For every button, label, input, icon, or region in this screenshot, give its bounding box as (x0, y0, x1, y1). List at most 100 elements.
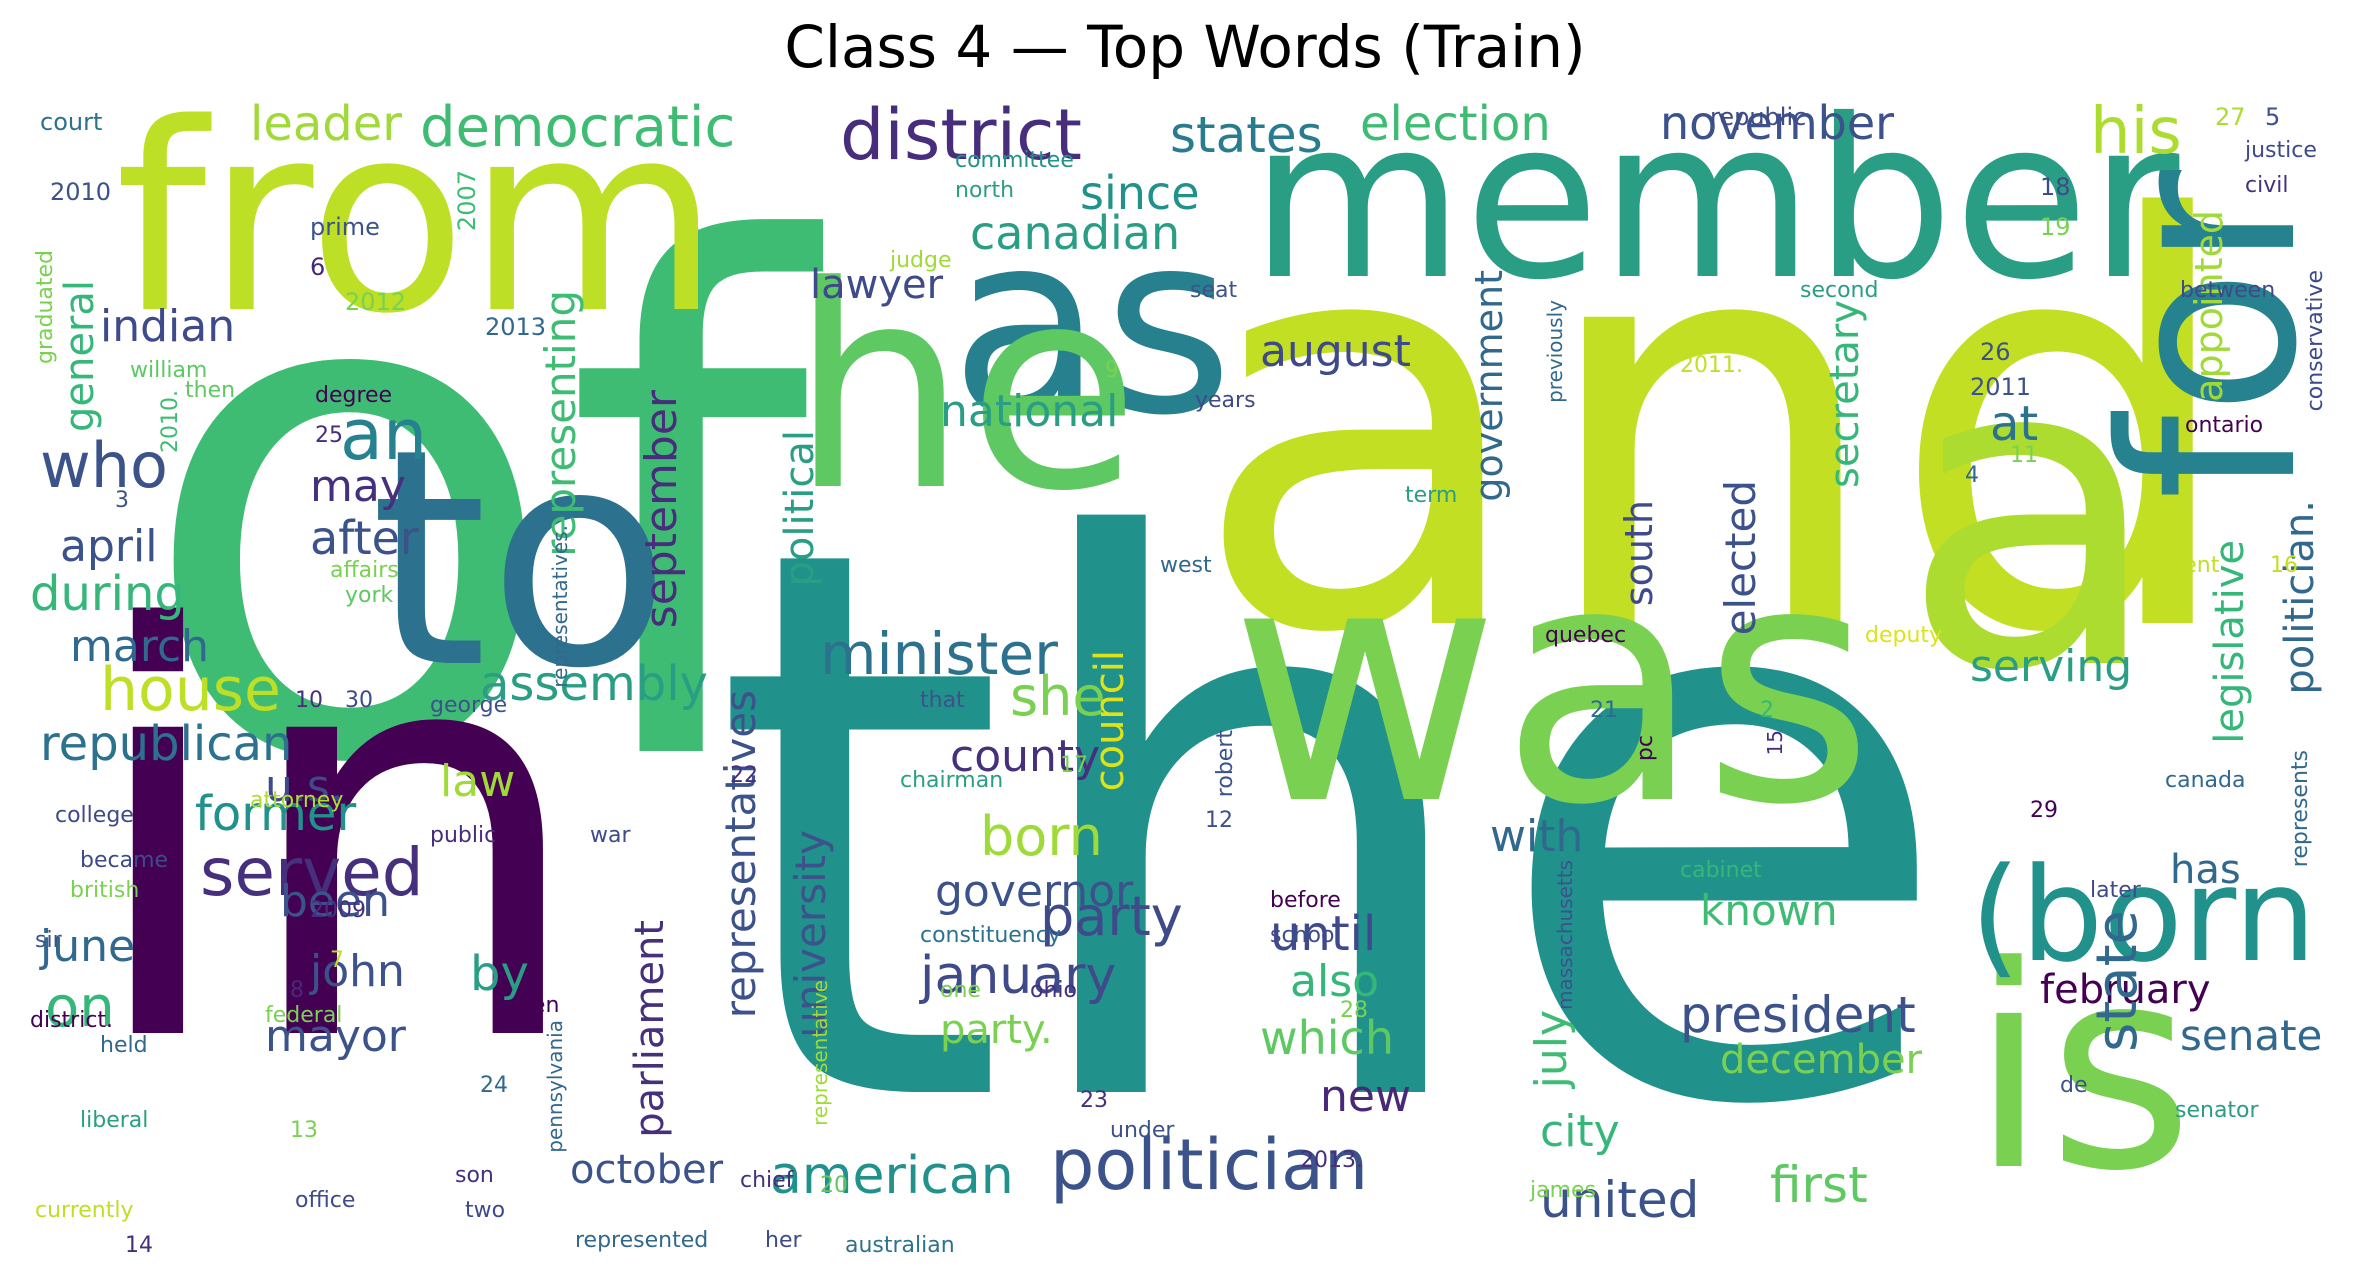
cloud-word: february (2040, 967, 2211, 1013)
cloud-word: one (940, 978, 981, 1003)
cloud-word: before (1270, 888, 1341, 913)
cloud-word: born (980, 805, 1103, 868)
cloud-word: james (1530, 1178, 1597, 1203)
cloud-word: sir (35, 928, 62, 953)
cloud-word: minister (820, 620, 1058, 688)
cloud-word: republic (1710, 103, 1807, 131)
cloud-word: de (2060, 1073, 2088, 1098)
cloud-word: term (1405, 483, 1458, 508)
cloud-word: united (1540, 1171, 1700, 1229)
cloud-word: august (1260, 326, 1411, 377)
cloud-word: 2013 (485, 313, 547, 341)
cloud-word: 2012 (345, 288, 407, 316)
cloud-word: 2010 (50, 178, 112, 206)
wordcloud-title: Class 4 — Top Words (Train) (784, 13, 1586, 81)
cloud-word: was (1230, 493, 1875, 877)
cloud-word: county (950, 731, 1101, 782)
cloud-word: 2 (1760, 698, 1774, 723)
cloud-word: cabinet (1680, 858, 1762, 883)
cloud-word: war (590, 823, 631, 848)
cloud-word: politician. (2277, 500, 2323, 695)
cloud-word: 2007 (453, 170, 481, 232)
cloud-word: indian (100, 301, 236, 352)
cloud-word: 7 (330, 948, 344, 973)
cloud-word: american (770, 1146, 1014, 1206)
cloud-word: constituency (920, 923, 1061, 948)
cloud-word: civil (2245, 173, 2289, 198)
cloud-word: new (1320, 1071, 1411, 1122)
cloud-word: representatives (716, 690, 765, 1019)
cloud-word: represents (2288, 750, 2313, 868)
cloud-word: federal (265, 1003, 343, 1028)
cloud-word: william (130, 358, 208, 383)
cloud-word: served (200, 834, 424, 911)
cloud-word: two (465, 1198, 506, 1223)
cloud-word: november (1660, 96, 1895, 150)
cloud-word: committee (955, 148, 1074, 173)
cloud-word: pc (1633, 735, 1658, 762)
cloud-word: senate (2180, 1011, 2323, 1060)
cloud-word: west (1160, 553, 1212, 578)
cloud-word: secretary (1822, 300, 1868, 488)
cloud-word: 19 (2040, 213, 2071, 241)
cloud-word: by (470, 946, 529, 1002)
cloud-word: college (55, 803, 134, 828)
cloud-word: son (455, 1163, 494, 1188)
cloud-word: general (57, 280, 103, 433)
cloud-word: and (1190, 104, 2244, 756)
cloud-word: city (1540, 1106, 1620, 1157)
cloud-word: then (185, 378, 236, 403)
cloud-word: the (710, 388, 1958, 1270)
cloud-word: john (310, 946, 405, 997)
cloud-word: a (1900, 265, 2164, 765)
cloud-word: march (70, 621, 210, 672)
cloud-word: state (2085, 910, 2150, 1052)
cloud-word: of (135, 102, 810, 917)
cloud-word: 20 (820, 1173, 848, 1198)
cloud-word: an (340, 394, 428, 476)
cloud-word: april (60, 521, 158, 572)
cloud-word: may (310, 461, 406, 512)
cloud-word: later (2090, 878, 2141, 903)
cloud-word: known (1700, 886, 1838, 935)
cloud-word: from (115, 90, 721, 371)
cloud-word: 11 (2010, 443, 2038, 468)
cloud-word: south (1617, 500, 1661, 607)
cloud-word: 15 (1763, 730, 1787, 756)
cloud-word: canada (2165, 768, 2246, 793)
cloud-word: 2013. (1300, 1148, 1363, 1173)
cloud-word: 9 (1105, 358, 1119, 383)
cloud-word: 8 (290, 978, 304, 1003)
cloud-word: to (370, 385, 672, 734)
cloud-word: first (1770, 1156, 1868, 1214)
cloud-word: ontario (2185, 413, 2264, 438)
cloud-word: at (1990, 396, 2039, 452)
cloud-word: pennsylvania (543, 1020, 567, 1153)
cloud-word: deputy (1865, 623, 1943, 648)
cloud-word: senator (2175, 1098, 2259, 1123)
cloud-word: 28 (1340, 998, 1368, 1023)
cloud-word: (born (1970, 839, 2317, 991)
cloud-word: school (1270, 923, 1341, 948)
cloud-word: graduated (33, 250, 58, 365)
cloud-word: 16 (2270, 553, 2298, 578)
cloud-word: 13 (290, 1118, 318, 1143)
cloud-word: public (430, 823, 497, 848)
cloud-word: judge (890, 248, 952, 273)
cloud-word: 17 (1060, 753, 1088, 778)
cloud-word: 27 (2215, 103, 2246, 131)
cloud-word: since (1080, 166, 1200, 220)
cloud-word: september (636, 390, 687, 629)
cloud-word: york (345, 583, 394, 608)
cloud-word: previously (1543, 300, 1567, 403)
cloud-word: district (840, 94, 1082, 176)
cloud-word: prime (310, 213, 380, 241)
cloud-word: when (500, 993, 560, 1018)
cloud-word: liberal (80, 1108, 149, 1133)
cloud-word: british (70, 878, 140, 903)
cloud-word: her (765, 1228, 802, 1253)
cloud-word: house (100, 655, 281, 725)
cloud-word: president (1680, 986, 1916, 1044)
cloud-word: states (1170, 106, 1323, 164)
cloud-word: 2009 (310, 898, 366, 923)
